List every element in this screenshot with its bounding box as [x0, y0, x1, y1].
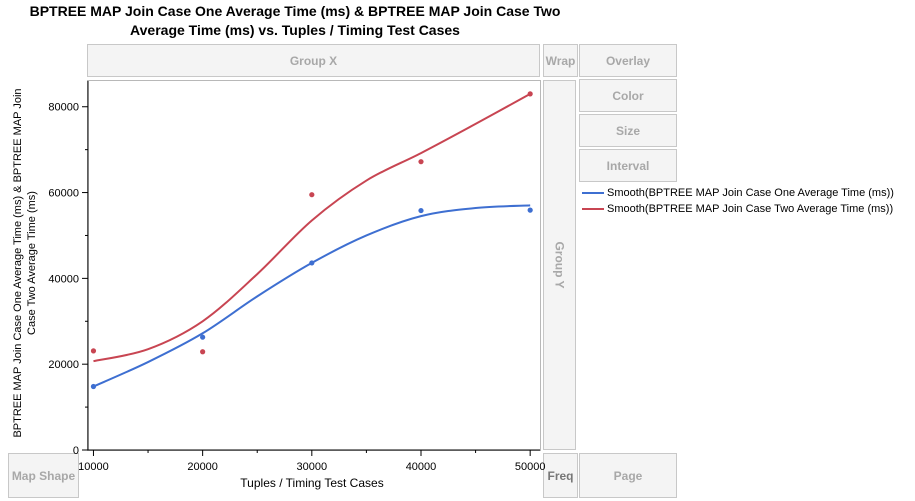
- x-tick-label: 30000: [297, 461, 328, 473]
- data-point-series-1: [418, 207, 424, 214]
- y-axis-label: BPTREE MAP Join Case One Average Time (m…: [12, 88, 38, 438]
- data-point-series-2: [527, 91, 533, 97]
- group-x-zone[interactable]: Group X: [87, 44, 540, 77]
- legend: Smooth(BPTREE MAP Join Case One Average …: [582, 185, 894, 217]
- legend-label-series-2: Smooth(BPTREE MAP Join Case Two Average …: [607, 203, 894, 215]
- interval-label: Interval: [606, 158, 650, 173]
- group-y-zone[interactable]: Group Y: [543, 80, 576, 450]
- data-point-series-1: [309, 260, 315, 266]
- map-shape-zone[interactable]: Map Shape: [8, 453, 79, 498]
- freq-label: Freq: [547, 468, 574, 483]
- x-tick-label: 10000: [78, 461, 109, 473]
- plot-frame: [87, 80, 541, 451]
- chart-title-line-2: Average Time (ms) vs. Tuples / Timing Te…: [130, 22, 460, 38]
- map-shape-label: Map Shape: [11, 468, 76, 483]
- data-point-series-2: [309, 192, 315, 198]
- chart-title: BPTREE MAP Join Case One Average Time (m…: [0, 2, 590, 40]
- data-point-series-1: [200, 334, 206, 340]
- wrap-label: Wrap: [545, 53, 576, 68]
- data-point-series-2: [200, 349, 206, 355]
- chart-title-line-1: BPTREE MAP Join Case One Average Time (m…: [29, 3, 561, 19]
- size-label: Size: [615, 123, 640, 138]
- freq-zone[interactable]: Freq: [543, 453, 578, 498]
- y-tick-label: 40000: [48, 273, 79, 285]
- smooth-line-series-2: [93, 92, 531, 363]
- y-tick-label: 20000: [48, 359, 79, 371]
- data-point-series-2: [418, 159, 424, 165]
- data-point-series-1: [90, 383, 97, 390]
- color-zone[interactable]: Color: [579, 79, 677, 112]
- legend-item-series-2[interactable]: Smooth(BPTREE MAP Join Case Two Average …: [582, 201, 894, 217]
- legend-label-series-1: Smooth(BPTREE MAP Join Case One Average …: [607, 187, 894, 199]
- interval-zone[interactable]: Interval: [579, 149, 677, 182]
- axes: 0 20000 40000 60000 80000 10000 20000 30000 4000…: [48, 81, 545, 473]
- data-point-series-1: [527, 207, 533, 213]
- size-zone[interactable]: Size: [579, 114, 677, 147]
- legend-swatch-series-2: [582, 208, 604, 210]
- legend-swatch-series-1: [582, 192, 604, 194]
- x-tick-label: 50000: [515, 461, 546, 473]
- data-point-series-2: [90, 348, 97, 354]
- x-tick-label: 40000: [406, 461, 437, 473]
- x-tick-label: 20000: [187, 461, 218, 473]
- group-x-label: Group X: [289, 53, 338, 68]
- y-tick-label: 80000: [48, 102, 79, 114]
- chart-marks: [90, 91, 533, 390]
- page-label: Page: [613, 468, 643, 483]
- page-zone[interactable]: Page: [579, 453, 677, 498]
- overlay-zone[interactable]: Overlay: [579, 44, 677, 77]
- y-tick-label: 0: [73, 445, 79, 457]
- wrap-zone[interactable]: Wrap: [543, 44, 578, 77]
- legend-item-series-1[interactable]: Smooth(BPTREE MAP Join Case One Average …: [582, 185, 894, 201]
- color-label: Color: [612, 88, 644, 103]
- overlay-label: Overlay: [605, 53, 651, 68]
- y-tick-label: 60000: [48, 188, 79, 200]
- x-axis-label: Tuples / Timing Test Cases: [240, 476, 384, 490]
